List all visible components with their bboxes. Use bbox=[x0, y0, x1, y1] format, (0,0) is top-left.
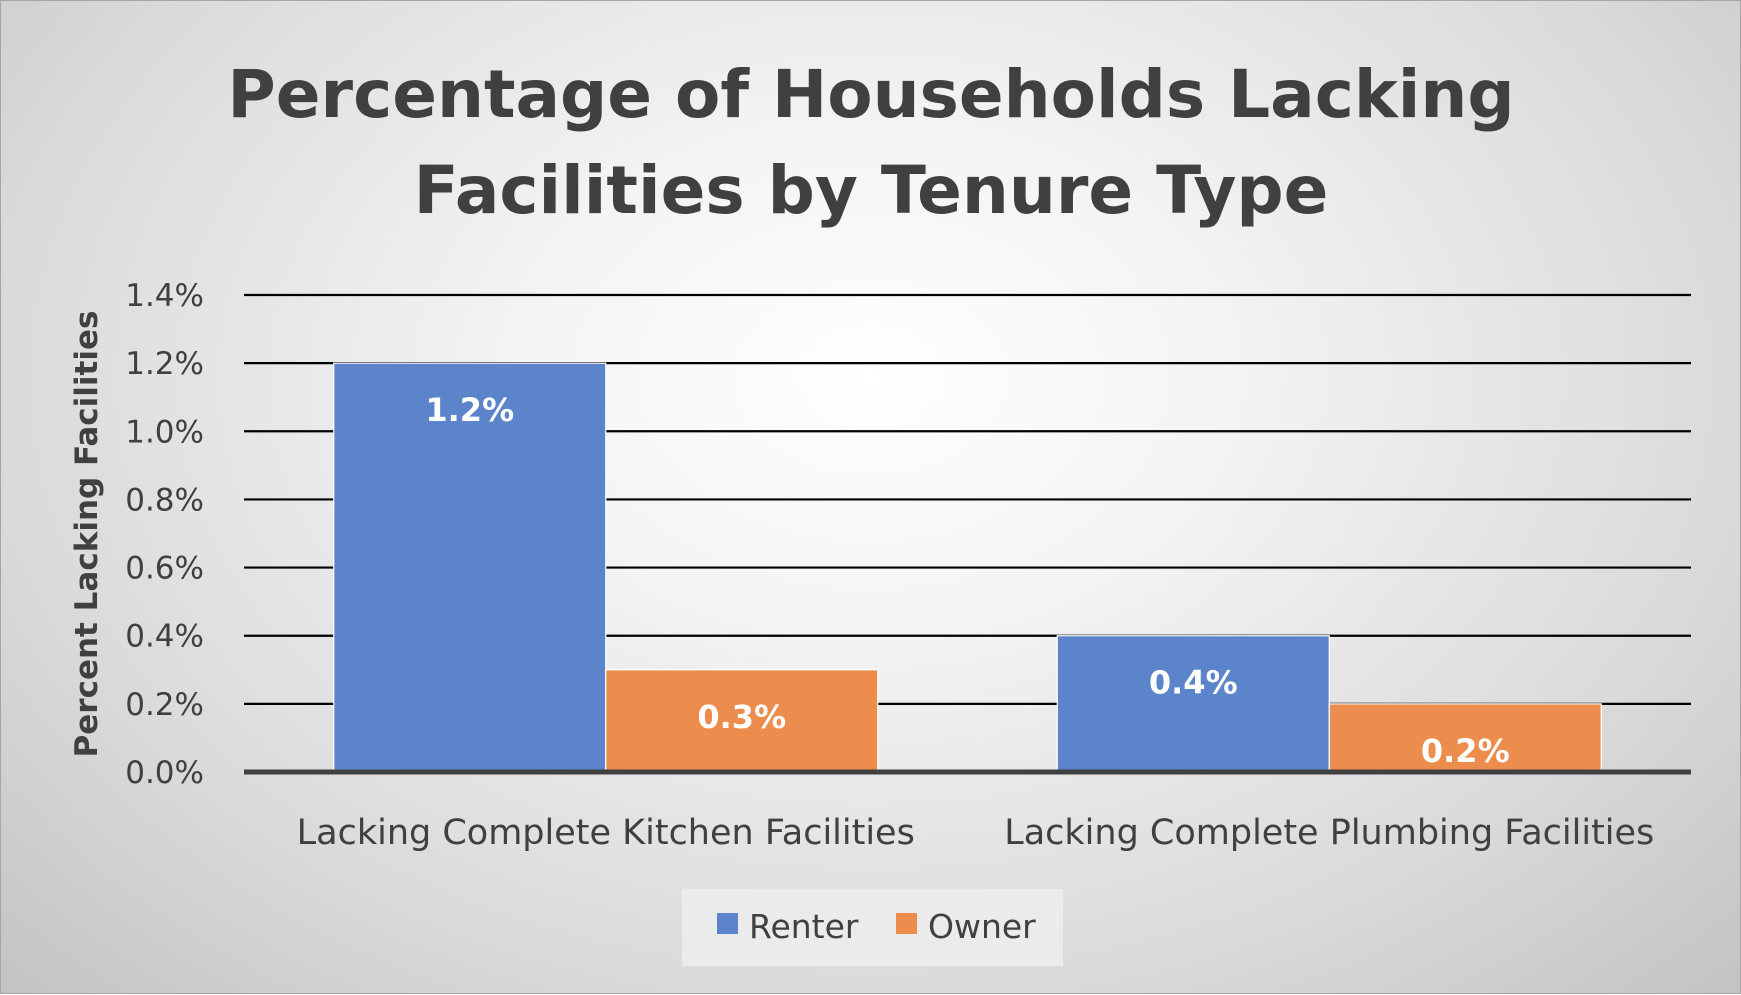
y-tick-label: 0.6% bbox=[125, 551, 204, 587]
data-labels: 1.2% 0.3% 0.4% 0.2% bbox=[425, 391, 1509, 770]
y-tick-label: 1.4% bbox=[125, 278, 204, 314]
legend-swatch-renter bbox=[717, 913, 738, 934]
y-tick-label: 0.0% bbox=[125, 755, 204, 791]
chart-title-line-2: Facilities by Tenure Type bbox=[414, 152, 1329, 229]
legend: Renter Owner bbox=[682, 889, 1063, 966]
x-axis-categories: Lacking Complete Kitchen Facilities Lacki… bbox=[297, 813, 1655, 853]
data-label: 1.2% bbox=[425, 391, 514, 429]
y-tick-label: 1.2% bbox=[125, 346, 204, 382]
y-tick-label: 0.4% bbox=[125, 619, 204, 655]
legend-label-renter: Renter bbox=[749, 907, 859, 946]
y-tick-label: 0.2% bbox=[125, 687, 204, 723]
bar-owner bbox=[1328, 703, 1602, 773]
y-axis-title: Percent Lacking Facilities bbox=[69, 311, 105, 758]
legend-swatch-owner bbox=[896, 913, 917, 934]
y-tick-label: 1.0% bbox=[125, 414, 204, 450]
bar-renter bbox=[1056, 635, 1330, 773]
bars bbox=[333, 362, 1602, 773]
data-label: 0.4% bbox=[1149, 664, 1238, 702]
x-category-label: Lacking Complete Plumbing Facilities bbox=[1004, 813, 1654, 853]
legend-label-owner: Owner bbox=[928, 907, 1036, 946]
data-label: 0.3% bbox=[697, 698, 786, 736]
y-axis-ticks: 0.0% 0.2% 0.4% 0.6% 0.8% 1.0% 1.2% 1.4% bbox=[125, 278, 204, 791]
bar-owner bbox=[605, 669, 879, 773]
y-tick-label: 0.8% bbox=[125, 482, 204, 518]
data-label: 0.2% bbox=[1421, 732, 1510, 770]
legend-box bbox=[682, 889, 1063, 966]
chart-title-line-1: Percentage of Households Lacking bbox=[227, 56, 1514, 133]
x-category-label: Lacking Complete Kitchen Facilities bbox=[297, 813, 915, 853]
